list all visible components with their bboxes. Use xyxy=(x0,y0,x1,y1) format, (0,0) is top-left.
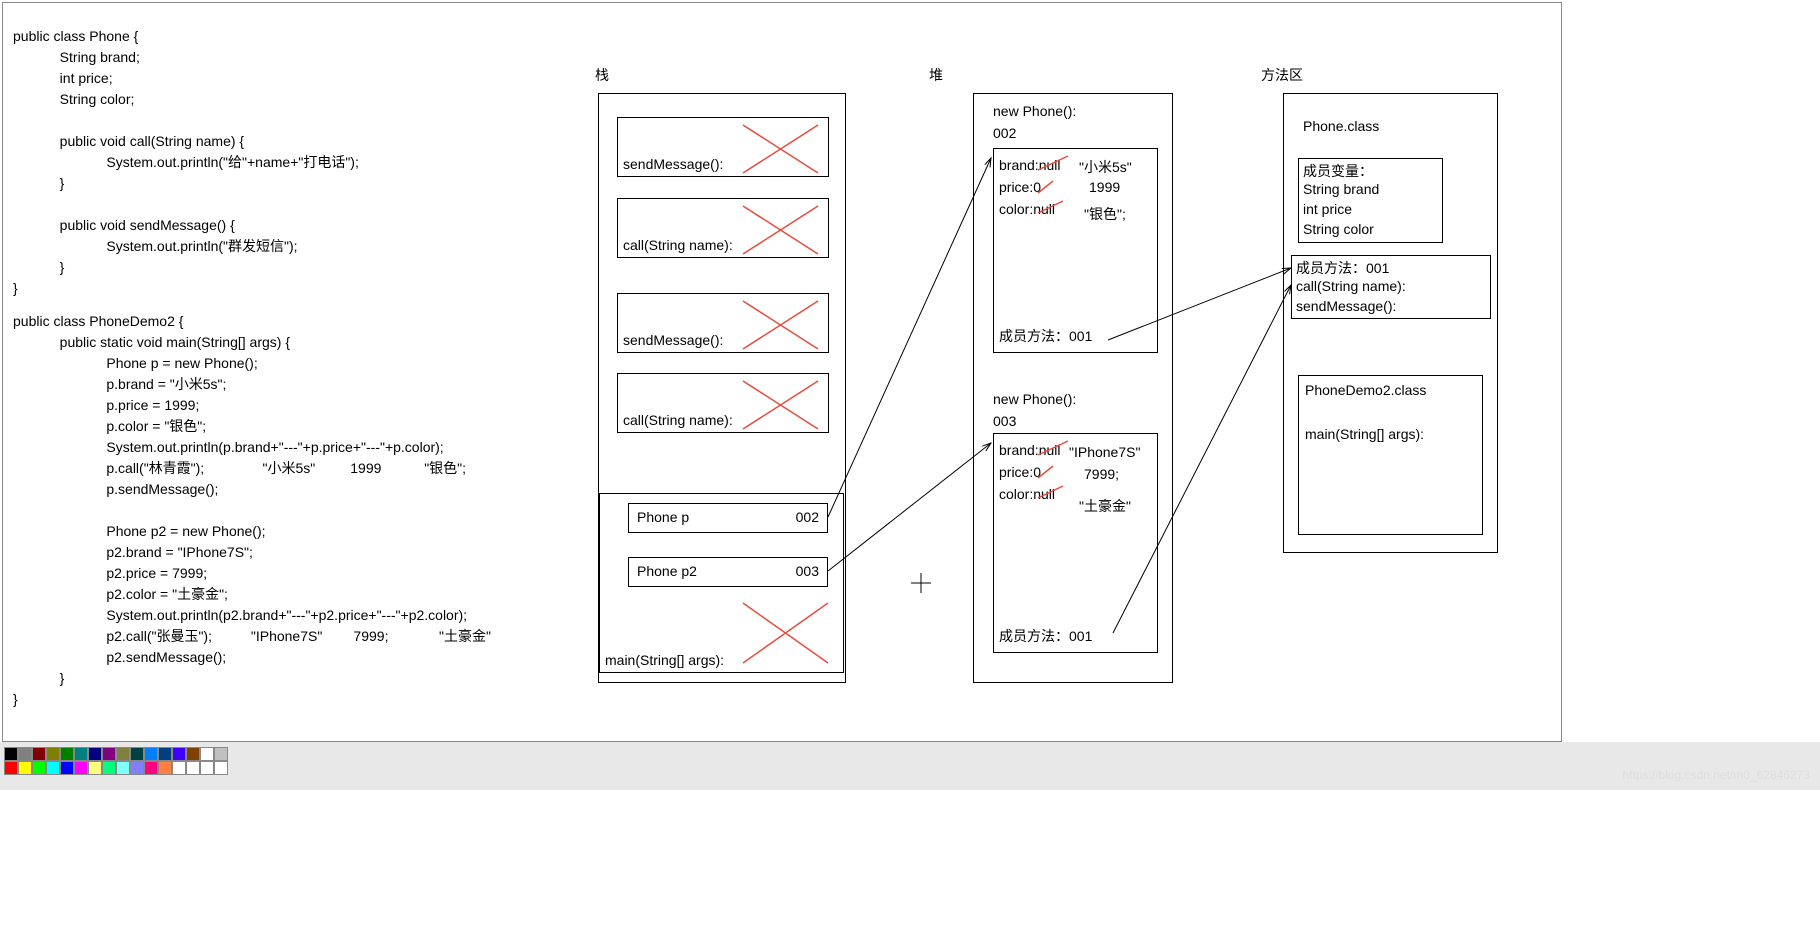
stack-item-2: sendMessage(): xyxy=(617,293,829,353)
stack-var-p-text: Phone p xyxy=(637,509,689,525)
color-palette[interactable] xyxy=(4,747,228,775)
label-method-area: 方法区 xyxy=(1261,65,1303,85)
stack-var-p2-val: 003 xyxy=(796,563,819,579)
ma-phone-methods: 成员方法：001 call(String name): sendMessage(… xyxy=(1291,255,1491,319)
stack-var-p: Phone p 002 xyxy=(628,503,828,533)
watermark: https://blog.csdn.net/m0_62846273 xyxy=(1623,768,1810,782)
heap-obj-0-f0: brand:null xyxy=(999,157,1061,173)
palette-swatch[interactable] xyxy=(74,747,88,761)
palette-swatch[interactable] xyxy=(18,761,32,775)
heap-obj-1-f2: color:null xyxy=(999,486,1055,502)
ma-phone-vars-0: 成员变量： xyxy=(1303,161,1373,181)
heap-obj-1-footer: 成员方法：001 xyxy=(999,626,1092,646)
heap-obj-1-f0: brand:null xyxy=(999,442,1061,458)
palette-swatch[interactable] xyxy=(18,747,32,761)
heap-obj-1-addr: 003 xyxy=(993,413,1016,429)
stack-item-3: call(String name): xyxy=(617,373,829,433)
ma-phone-methods-0: 成员方法：001 xyxy=(1296,258,1389,278)
palette-swatch[interactable] xyxy=(186,747,200,761)
ma-demo-0: PhoneDemo2.class xyxy=(1305,382,1426,398)
palette-swatch[interactable] xyxy=(158,747,172,761)
code-demo-class: public class PhoneDemo2 { public static … xyxy=(13,311,491,710)
code-phone-class: public class Phone { String brand; int p… xyxy=(13,26,359,299)
label-stack: 栈 xyxy=(595,65,609,85)
heap-obj-0-f2: color:null xyxy=(999,201,1055,217)
palette-swatch[interactable] xyxy=(88,761,102,775)
heap-obj-1-v2: "土豪金" xyxy=(1079,496,1131,516)
heap-obj-0-v0: "小米5s" xyxy=(1079,157,1132,177)
palette-swatch[interactable] xyxy=(130,761,144,775)
heap-obj-0-f1: price:0 xyxy=(999,179,1041,195)
diagram-canvas: public class Phone { String brand; int p… xyxy=(2,2,1562,742)
arrow-p2-to-003 xyxy=(828,443,991,571)
stack-main-label: main(String[] args): xyxy=(605,652,724,668)
heap-obj-1-f1: price:0 xyxy=(999,464,1041,480)
ma-demo-class: PhoneDemo2.class main(String[] args): xyxy=(1298,375,1483,535)
ma-phone-methods-1: call(String name): xyxy=(1296,278,1406,294)
heap-obj-1: brand:null price:0 color:null "IPhone7S"… xyxy=(993,433,1158,653)
ma-phone-vars-3: String color xyxy=(1303,221,1374,237)
palette-swatch[interactable] xyxy=(60,761,74,775)
heap-obj-1-v1: 7999; xyxy=(1084,466,1119,482)
stack-var-p2: Phone p2 003 xyxy=(628,557,828,587)
palette-swatch[interactable] xyxy=(74,761,88,775)
heap-obj-1-title: new Phone(): xyxy=(993,391,1076,407)
palette-swatch[interactable] xyxy=(200,747,214,761)
palette-swatch[interactable] xyxy=(172,747,186,761)
palette-swatch[interactable] xyxy=(32,747,46,761)
ma-phone-methods-2: sendMessage(): xyxy=(1296,298,1396,314)
palette-swatch[interactable] xyxy=(116,761,130,775)
palette-swatch[interactable] xyxy=(32,761,46,775)
palette-swatch[interactable] xyxy=(46,761,60,775)
ma-phone-vars: 成员变量： String brand int price String colo… xyxy=(1298,158,1443,243)
heap-obj-0-v1: 1999 xyxy=(1089,179,1120,195)
stack-var-p-val: 002 xyxy=(796,509,819,525)
palette-swatch[interactable] xyxy=(60,747,74,761)
label-heap: 堆 xyxy=(929,65,943,85)
palette-swatch[interactable] xyxy=(4,761,18,775)
palette-swatch[interactable] xyxy=(4,747,18,761)
stack-item-1-label: call(String name): xyxy=(623,237,733,253)
heap-obj-0-title: new Phone(): xyxy=(993,103,1076,119)
palette-swatch[interactable] xyxy=(144,747,158,761)
palette-swatch[interactable] xyxy=(214,747,228,761)
ma-phone-title: Phone.class xyxy=(1303,118,1379,134)
ma-demo-2: main(String[] args): xyxy=(1305,426,1424,442)
stack-item-1: call(String name): xyxy=(617,198,829,258)
heap-obj-0-footer: 成员方法：001 xyxy=(999,326,1092,346)
stack-item-3-label: call(String name): xyxy=(623,412,733,428)
footer-bar xyxy=(0,742,1820,790)
heap-obj-0: brand:null price:0 color:null "小米5s" 199… xyxy=(993,148,1158,353)
palette-swatch[interactable] xyxy=(186,761,200,775)
palette-swatch[interactable] xyxy=(158,761,172,775)
palette-swatch[interactable] xyxy=(88,747,102,761)
ma-phone-vars-1: String brand xyxy=(1303,181,1379,197)
palette-swatch[interactable] xyxy=(172,761,186,775)
palette-swatch[interactable] xyxy=(144,761,158,775)
stack-item-0-label: sendMessage(): xyxy=(623,156,723,172)
ma-phone-vars-2: int price xyxy=(1303,201,1352,217)
heap-obj-1-v0: "IPhone7S" xyxy=(1069,444,1140,460)
arrow-p-to-002 xyxy=(828,158,991,517)
stack-item-0: sendMessage(): xyxy=(617,117,829,177)
palette-swatch[interactable] xyxy=(200,761,214,775)
cursor-icon xyxy=(911,573,931,593)
palette-swatch[interactable] xyxy=(46,747,60,761)
palette-swatch[interactable] xyxy=(102,761,116,775)
palette-swatch[interactable] xyxy=(116,747,130,761)
heap-obj-0-addr: 002 xyxy=(993,125,1016,141)
stack-var-p2-text: Phone p2 xyxy=(637,563,697,579)
palette-swatch[interactable] xyxy=(102,747,116,761)
stack-item-2-label: sendMessage(): xyxy=(623,332,723,348)
heap-obj-0-v2: "银色"; xyxy=(1084,204,1126,224)
palette-swatch[interactable] xyxy=(214,761,228,775)
palette-swatch[interactable] xyxy=(130,747,144,761)
